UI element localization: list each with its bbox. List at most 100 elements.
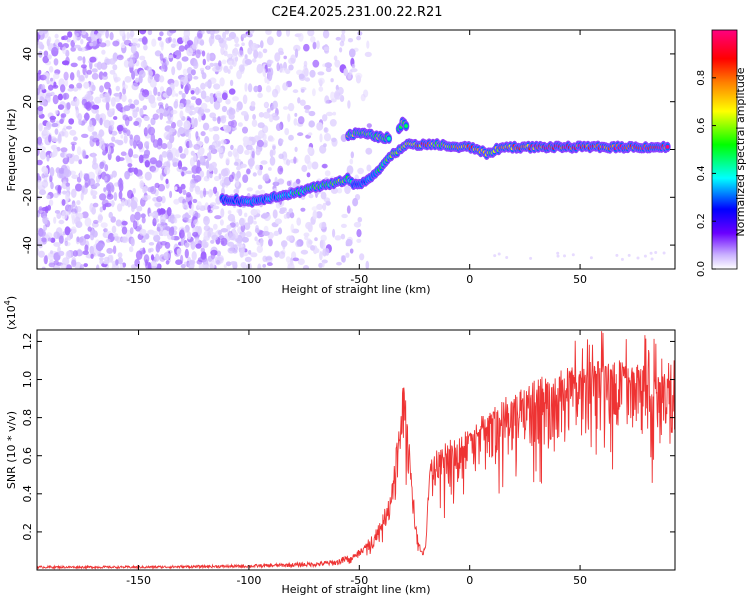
noise-speck [75,183,83,192]
noise-speck [148,242,155,246]
noise-speck [245,144,253,151]
noise-speck [357,167,364,175]
noise-speck [627,253,631,257]
snr-scale-suffix: ) [5,296,18,300]
noise-speck [153,86,158,96]
noise-speck [165,37,171,44]
noise-speck [61,46,67,54]
noise-speck [83,263,88,268]
noise-speck [366,40,370,49]
snr-scale-label: (x104) [3,296,18,330]
noise-speck [248,250,252,255]
noise-speck [266,59,274,65]
noise-speck [333,91,340,100]
noise-speck [272,100,278,110]
noise-speck [95,175,101,184]
noise-speck [309,69,316,78]
noise-speck [293,118,298,126]
noise-speck [141,216,146,224]
noise-speck [159,112,163,120]
noise-speck [98,37,103,43]
noise-speck [133,167,139,175]
noise-speck [159,40,164,48]
noise-speck [154,202,162,207]
noise-speck [86,69,92,75]
noise-speck [54,210,61,214]
noise-speck [176,248,182,256]
noise-speck [63,167,70,177]
noise-speck [113,116,118,120]
spectrogram-y-ticks: -40 -20 0 20 40 [21,47,675,254]
noise-speck [179,229,185,239]
noise-speck [182,68,188,76]
noise-speck [89,42,94,47]
noise-speck [193,36,199,46]
noise-speck [200,30,205,35]
noise-speck [81,185,85,194]
noise-speck [227,120,235,127]
noise-speck [231,57,237,67]
noise-speck [157,91,161,97]
noise-speck [150,100,157,109]
noise-speck [196,259,203,265]
noise-speck [219,77,225,87]
noise-speck [54,33,59,39]
noise-speck [201,50,206,57]
noise-speck [186,47,193,57]
noise-speck [256,245,263,253]
noise-speck [620,257,624,261]
noise-speck [147,186,155,193]
noise-speck [127,189,134,199]
noise-speck [258,112,264,118]
noise-speck [116,236,121,244]
noise-speck [218,147,224,154]
noise-speck [91,68,98,73]
noise-speck [46,154,50,162]
noise-speck [292,257,299,262]
noise-speck [345,238,353,247]
noise-speck [208,164,215,171]
noise-speck [68,118,75,125]
noise-speck [52,84,59,89]
noise-speck [179,153,186,159]
noise-speck [218,37,224,44]
noise-speck [295,240,301,248]
x-tick-label: 50 [573,574,587,587]
noise-speck [211,54,215,59]
noise-speck [212,116,217,122]
noise-speck [240,111,248,116]
noise-speck [74,97,80,107]
y-tick-label: -20 [21,188,34,206]
noise-speck [159,219,166,225]
noise-speck [200,102,208,110]
noise-speck [133,99,140,106]
noise-speck [233,161,239,166]
noise-speck [209,189,214,196]
noise-speck [330,78,334,83]
noise-speck [154,73,161,83]
noise-speck [341,255,346,263]
noise-speck [139,55,146,61]
noise-speck [70,226,77,234]
noise-speck [139,180,144,189]
noise-speck [316,122,324,131]
noise-speck [90,34,98,41]
noise-speck [275,123,282,131]
noise-speck [189,157,195,167]
noise-speck [66,102,71,110]
noise-speck [236,70,243,80]
noise-speck [196,159,201,169]
noise-speck [51,46,59,57]
noise-speck [293,156,297,164]
noise-speck [161,61,167,70]
noise-speck [197,33,203,38]
noise-speck [84,234,91,240]
noise-speck [255,164,261,171]
noise-speck [589,256,593,260]
noise-speck [262,111,271,119]
noise-speck [62,157,69,165]
noise-speck [136,106,140,112]
noise-speck [111,136,116,142]
noise-speck [181,171,185,177]
noise-speck [269,149,274,158]
